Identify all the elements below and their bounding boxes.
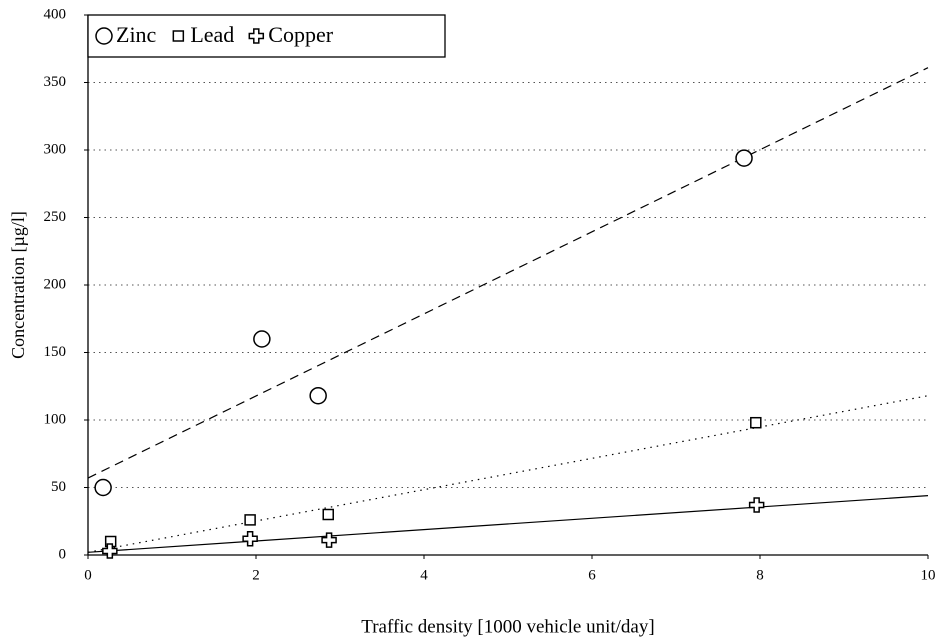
legend-marker bbox=[172, 30, 185, 42]
legend-box bbox=[87, 14, 446, 58]
y-axis-label: Concentration [µg/l] bbox=[8, 211, 28, 359]
legend-label: Zinc bbox=[116, 22, 157, 47]
y-tick-label: 0 bbox=[59, 546, 67, 562]
trend-line bbox=[87, 495, 929, 553]
point bbox=[322, 508, 334, 521]
y-tick-label: 50 bbox=[51, 479, 66, 495]
point bbox=[321, 532, 337, 548]
y-tick-label: 300 bbox=[44, 141, 67, 157]
trend-line bbox=[87, 395, 929, 553]
legend-label: Copper bbox=[268, 22, 333, 47]
point bbox=[750, 416, 762, 429]
point bbox=[309, 386, 327, 405]
y-tick-label: 150 bbox=[44, 344, 67, 360]
x-axis-label: Traffic density [1000 vehicle unit/day] bbox=[361, 616, 654, 637]
x-tick-label: 4 bbox=[420, 567, 428, 583]
legend-label: Lead bbox=[190, 22, 234, 47]
point bbox=[242, 531, 258, 547]
y-tick-label: 100 bbox=[44, 411, 67, 427]
x-tick-label: 2 bbox=[252, 567, 260, 583]
x-tick-label: 0 bbox=[84, 567, 92, 583]
y-tick-label: 350 bbox=[44, 74, 67, 90]
x-tick-label: 10 bbox=[921, 567, 936, 583]
y-tick-label: 400 bbox=[44, 6, 67, 22]
point bbox=[735, 149, 753, 167]
y-tick-label: 200 bbox=[44, 276, 67, 292]
point bbox=[244, 514, 256, 526]
x-tick-label: 6 bbox=[588, 567, 596, 583]
trend-line bbox=[87, 67, 929, 479]
y-tick-label: 250 bbox=[44, 209, 67, 225]
point bbox=[253, 330, 271, 348]
point bbox=[748, 497, 765, 513]
x-tick-label: 8 bbox=[756, 567, 764, 583]
legend-marker bbox=[95, 27, 113, 45]
point bbox=[94, 478, 112, 497]
legend-marker bbox=[248, 28, 265, 44]
point bbox=[102, 543, 118, 559]
